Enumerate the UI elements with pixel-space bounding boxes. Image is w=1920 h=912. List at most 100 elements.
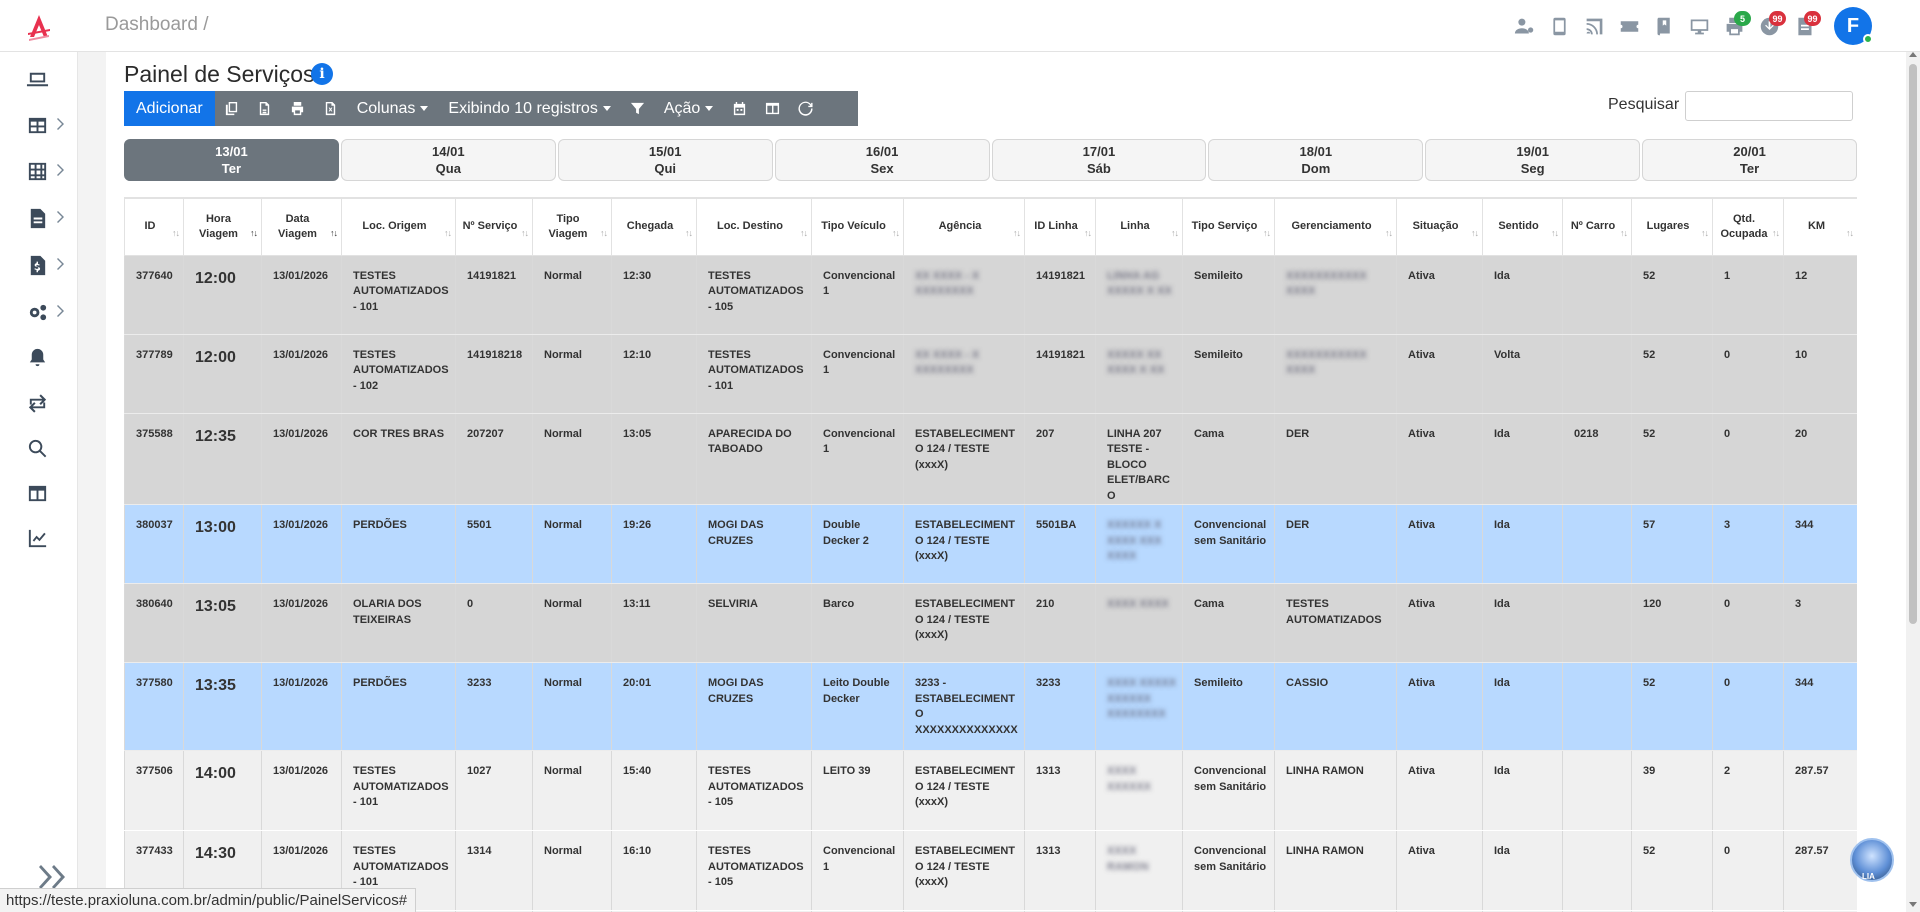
monitor-icon[interactable] bbox=[1682, 8, 1717, 44]
sort-icon[interactable]: ↑↓ bbox=[521, 227, 529, 238]
sort-icon[interactable]: ↑↓ bbox=[1772, 227, 1780, 238]
sort-icon[interactable]: ↑↓ bbox=[1084, 227, 1092, 238]
day-tab[interactable]: 18/01 Dom bbox=[1208, 139, 1424, 181]
column-header[interactable]: KM ↑↓ bbox=[1783, 197, 1857, 256]
scroll-thumb[interactable] bbox=[1909, 64, 1917, 624]
sidebar-item-configuracoes[interactable] bbox=[26, 297, 66, 327]
breadcrumb[interactable]: Dashboard / bbox=[105, 14, 209, 35]
sidebar-item-financeiro[interactable] bbox=[26, 250, 66, 280]
column-header[interactable]: Agência ↑↓ bbox=[903, 197, 1025, 256]
column-header[interactable]: Nº Carro ↑↓ bbox=[1562, 197, 1632, 256]
table-row[interactable]: 377789 12:00 13/01/2026 TESTES AUTOMATIZADO… bbox=[124, 334, 1857, 414]
sort-icon[interactable]: ↑↓ bbox=[1551, 227, 1559, 238]
user-cog-icon[interactable] bbox=[1507, 8, 1542, 44]
refresh-button[interactable] bbox=[789, 91, 822, 126]
table-row[interactable]: 377580 13:35 13/01/2026 PERDÕES 3233 Normal 20… bbox=[124, 662, 1857, 751]
document-icon[interactable]: 99 bbox=[1787, 8, 1822, 44]
table-row[interactable]: 377433 14:30 13/01/2026 TESTES AUTOMATIZADO… bbox=[124, 830, 1857, 911]
scroll-up-arrow[interactable] bbox=[1909, 52, 1917, 57]
column-header[interactable]: Sentido ↑↓ bbox=[1482, 197, 1563, 256]
table-row[interactable]: 377640 12:00 13/01/2026 TESTES AUTOMATIZADO… bbox=[124, 255, 1857, 335]
column-header[interactable]: Loc. Destino ↑↓ bbox=[696, 197, 812, 256]
day-tab[interactable]: 16/01 Sex bbox=[774, 139, 990, 181]
mobile-icon[interactable] bbox=[1542, 8, 1577, 44]
sidebar-item-pesquisa[interactable] bbox=[26, 433, 66, 463]
sort-icon[interactable]: ↑↓ bbox=[444, 227, 452, 238]
column-header[interactable]: Chegada ↑↓ bbox=[611, 197, 697, 256]
export-excel-button[interactable] bbox=[314, 91, 347, 126]
print-button[interactable] bbox=[281, 91, 314, 126]
columns-dropdown[interactable]: Colunas bbox=[347, 91, 439, 126]
sidebar-item-paineis[interactable] bbox=[26, 478, 66, 508]
column-header[interactable]: Data Viagem ↑↓ bbox=[261, 197, 342, 256]
column-header[interactable]: Tipo Serviço ↑↓ bbox=[1182, 197, 1275, 256]
column-header[interactable]: Lugares ↑↓ bbox=[1631, 197, 1713, 256]
column-header[interactable]: ID ↑↓ bbox=[124, 197, 184, 256]
user-avatar[interactable]: F bbox=[1834, 7, 1873, 45]
filter-button[interactable] bbox=[621, 91, 654, 126]
sidebar-item-relatorios[interactable] bbox=[26, 523, 66, 553]
column-header[interactable]: Linha ↑↓ bbox=[1095, 197, 1183, 256]
sort-icon[interactable]: ↑↓ bbox=[1701, 227, 1709, 238]
sort-icon[interactable]: ↑↓ bbox=[330, 227, 338, 238]
sort-icon[interactable]: ↑↓ bbox=[1471, 227, 1479, 238]
column-header[interactable]: Hora Viagem ↑↓ bbox=[183, 197, 262, 256]
table-row[interactable]: 380037 13:00 13/01/2026 PERDÕES 5501 Normal 19… bbox=[124, 504, 1857, 584]
sidebar-item-dashboard[interactable] bbox=[26, 64, 66, 94]
lia-assistant-button[interactable] bbox=[1850, 838, 1894, 882]
sort-icon[interactable]: ↑↓ bbox=[1846, 227, 1854, 238]
sort-icon[interactable]: ↑↓ bbox=[685, 227, 693, 238]
column-header[interactable]: Loc. Origem ↑↓ bbox=[341, 197, 456, 256]
sort-icon[interactable]: ↑↓ bbox=[1385, 227, 1393, 238]
sidebar-item-cadastros[interactable] bbox=[26, 110, 66, 140]
sidebar-item-sincronizar[interactable] bbox=[26, 388, 66, 418]
info-icon[interactable]: i bbox=[311, 63, 333, 85]
day-tab[interactable]: 17/01 Sáb bbox=[991, 139, 1207, 181]
sort-icon[interactable]: ↑↓ bbox=[1263, 227, 1271, 238]
table-row[interactable]: 380640 13:05 13/01/2026 OLARIA DOS TEIXEIRA… bbox=[124, 583, 1857, 663]
day-tab[interactable]: 14/01 Qua bbox=[340, 139, 556, 181]
column-header[interactable]: Tipo Veículo ↑↓ bbox=[811, 197, 904, 256]
sidebar-item-notificacoes[interactable] bbox=[26, 343, 66, 373]
sort-icon[interactable]: ↑↓ bbox=[600, 227, 608, 238]
sort-icon[interactable]: ↑↓ bbox=[172, 227, 180, 238]
page-scrollbar[interactable] bbox=[1906, 52, 1920, 912]
search-input[interactable] bbox=[1685, 91, 1853, 121]
add-button[interactable]: Adicionar bbox=[124, 91, 215, 126]
column-header[interactable]: Nº Serviço ↑↓ bbox=[455, 197, 533, 256]
book-icon[interactable] bbox=[1647, 8, 1682, 44]
sort-icon[interactable]: ↑↓ bbox=[1171, 227, 1179, 238]
table-row[interactable]: 377506 14:00 13/01/2026 TESTES AUTOMATIZADO… bbox=[124, 750, 1857, 831]
page-length-dropdown[interactable]: Exibindo 10 registros bbox=[438, 91, 620, 126]
cloud-signal-icon[interactable] bbox=[1577, 8, 1612, 44]
day-tab[interactable]: 20/01 Ter bbox=[1642, 139, 1857, 181]
column-header[interactable]: Situação ↑↓ bbox=[1396, 197, 1483, 256]
sidebar-item-documentos[interactable] bbox=[26, 203, 66, 233]
sort-icon[interactable]: ↑↓ bbox=[1620, 227, 1628, 238]
brand-logo[interactable] bbox=[26, 13, 52, 41]
action-dropdown[interactable]: Ação bbox=[654, 91, 723, 126]
column-header[interactable]: Tipo Viagem ↑↓ bbox=[532, 197, 612, 256]
sort-icon[interactable]: ↑↓ bbox=[250, 227, 258, 238]
ticket-icon[interactable] bbox=[1612, 8, 1647, 44]
sort-icon[interactable]: ↑↓ bbox=[800, 227, 808, 238]
day-tab[interactable]: 15/01 Qui bbox=[557, 139, 773, 181]
sort-icon[interactable]: ↑↓ bbox=[892, 227, 900, 238]
sidebar-item-tabelas[interactable] bbox=[26, 156, 66, 186]
printer-icon[interactable]: 5 bbox=[1717, 8, 1752, 44]
day-tab[interactable]: 19/01 Seg bbox=[1425, 139, 1641, 181]
export-csv-button[interactable] bbox=[248, 91, 281, 126]
download-icon[interactable]: 99 bbox=[1752, 8, 1787, 44]
day-tab-active[interactable]: 13/01 Ter bbox=[124, 139, 339, 181]
column-header[interactable]: ID Linha ↑↓ bbox=[1024, 197, 1096, 256]
table-cell: 15:06 bbox=[611, 910, 697, 912]
table-row[interactable]: 375588 12:35 13/01/2026 COR TRES BRAS 207207… bbox=[124, 413, 1857, 505]
layout-button[interactable] bbox=[756, 91, 789, 126]
column-header[interactable]: Qtd. Ocupada ↑↓ bbox=[1712, 197, 1784, 256]
column-header[interactable]: Gerenciamento ↑↓ bbox=[1274, 197, 1397, 256]
sidebar-collapse-button[interactable] bbox=[38, 862, 72, 897]
calendar-button[interactable] bbox=[723, 91, 756, 126]
copy-button[interactable] bbox=[215, 91, 248, 126]
scroll-down-arrow[interactable] bbox=[1909, 902, 1917, 907]
sort-icon[interactable]: ↑↓ bbox=[1013, 227, 1021, 238]
